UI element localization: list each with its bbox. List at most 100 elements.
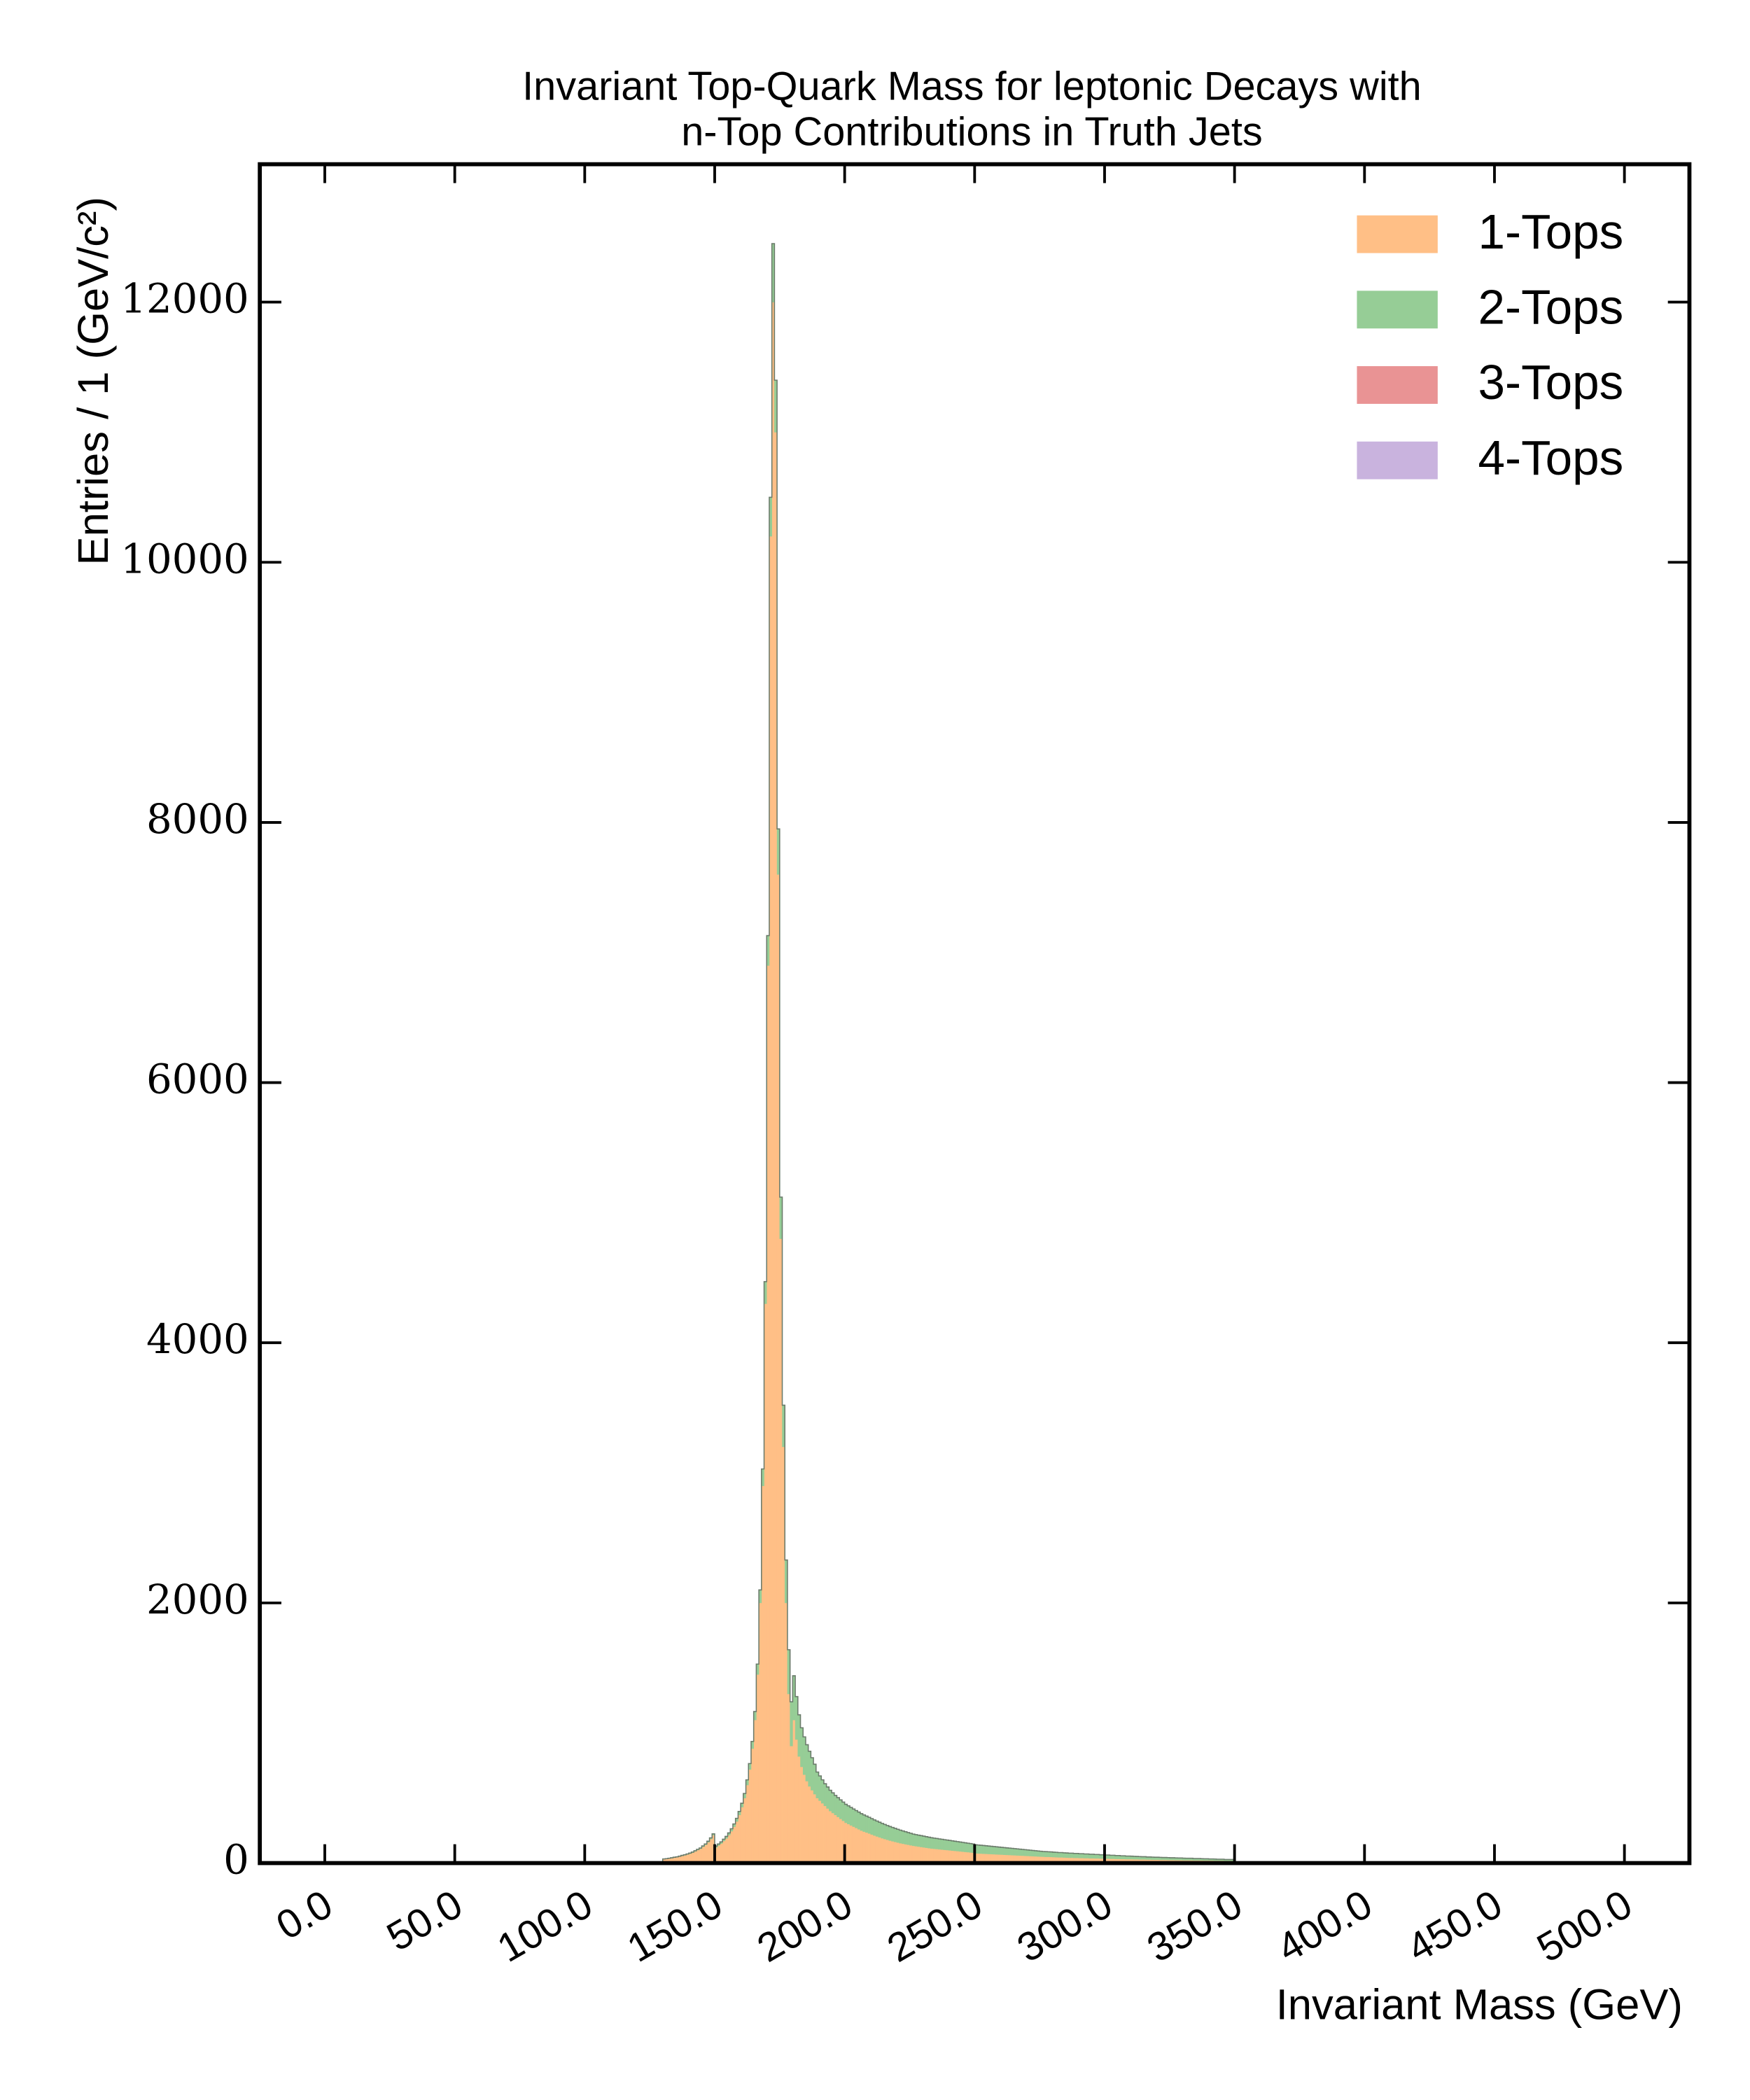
histogram-bar [746,1784,749,1863]
x-axis-label: Invariant Mass (GeV) [1276,1981,1683,2029]
histogram-bar [841,1802,845,1821]
histogram-bar [906,1832,910,1845]
histogram-bar [732,1826,736,1863]
histogram-bar [852,1808,855,1827]
legend-swatch [1357,441,1438,479]
histogram-bar [836,1797,840,1817]
histogram-bar [787,1693,790,1863]
histogram-bar [867,1833,872,1863]
legend-swatch [1357,215,1438,253]
histogram-bar [1011,1848,1014,1856]
histogram-bar [847,1805,850,1825]
histogram-bar [917,1846,920,1863]
histogram-bar [704,1844,708,1863]
histogram-bar [883,1824,887,1840]
histogram-bar [865,1832,869,1863]
histogram-bar [878,1821,881,1838]
histogram-bar [1068,1853,1071,1858]
histogram-bar [935,1838,939,1849]
histogram-bar [771,302,775,1863]
histogram-bar [899,1830,902,1844]
histogram-bar [857,1828,861,1863]
histogram-bar [860,1830,863,1863]
histogram-bar [813,1793,817,1863]
histogram-bar [816,1798,819,1863]
plot-frame [258,162,1692,1865]
histogram-bar [1026,1849,1030,1856]
histogram-bar [888,1826,892,1841]
histogram-bar [886,1839,890,1863]
histogram-bar [940,1849,944,1863]
histogram-bar [1063,1852,1066,1858]
histogram-bar [1005,1847,1009,1856]
histogram-bar [875,1821,879,1837]
histogram-bar [873,1819,876,1836]
chart-title: Invariant Top-Quark Mass for leptonic De… [522,64,1422,108]
histogram-bar [893,1828,897,1842]
histogram-bar [925,1836,928,1848]
histogram-bar [717,1845,720,1863]
histogram-bar [927,1847,931,1863]
histogram-bar [961,1842,965,1852]
histogram-bar [1031,1850,1035,1856]
histogram-bar [966,1842,970,1853]
histogram-bar [943,1839,946,1850]
histogram-bar [904,1831,908,1844]
histogram-bar [748,1769,752,1863]
histogram-bar [699,1848,702,1863]
histogram-bar [722,1840,726,1863]
legend-label: 2-Tops [1478,280,1624,335]
histogram-bar [862,1814,866,1832]
histogram-bar [932,1837,936,1849]
histogram-bar [904,1844,908,1863]
histogram-bar [914,1834,918,1847]
histogram-bar [987,1845,990,1854]
histogram-bar [831,1812,835,1863]
histogram-bar [984,1845,988,1854]
histogram-bar [844,1804,848,1823]
histogram-bar [857,1812,861,1830]
histogram-bar [849,1825,853,1863]
histogram-bar [1008,1847,1011,1856]
histogram-bar [709,1838,713,1863]
histogram-bar [867,1816,872,1834]
histogram-bar [743,1798,746,1863]
histogram-bar [792,1719,796,1863]
histogram-bar [790,1701,793,1746]
legend-label: 4-Tops [1478,430,1624,485]
histogram-bar [948,1840,952,1851]
histogram-bar [930,1848,934,1863]
histogram-bar [1099,1854,1102,1859]
histogram-bar [888,1840,892,1863]
histogram-bar [1073,1853,1077,1858]
histogram-bar [932,1848,936,1863]
histogram-bar [1018,1849,1022,1856]
histogram-bar [886,1825,890,1840]
histogram-bar [870,1834,874,1863]
histogram-bar [883,1838,887,1863]
histogram-bar [1037,1850,1040,1857]
histogram-bar [720,1843,723,1863]
histogram-bar [706,1842,710,1863]
histogram-bar [993,1846,996,1855]
histogram-bar [902,1843,905,1863]
histogram-bar [891,1827,895,1842]
histogram-bar [839,1819,843,1863]
histogram-bar [1028,1849,1032,1856]
histogram-bar [738,1814,741,1863]
y-tick-label: 10000 [120,535,249,582]
histogram-bar [938,1849,941,1863]
histogram-bar [922,1835,926,1848]
histogram-bar [724,1837,728,1863]
histogram-bar [820,1802,825,1863]
histogram-bar [997,1847,1001,1855]
histogram-bar [1046,1851,1051,1857]
histogram-bar [899,1842,902,1863]
histogram-bar [1039,1851,1043,1857]
histogram-bar [802,1774,806,1863]
histogram-bar [875,1836,879,1863]
histogram-bar [1083,1854,1087,1858]
histogram-bar [1002,1847,1007,1855]
histogram-bar [914,1846,918,1863]
